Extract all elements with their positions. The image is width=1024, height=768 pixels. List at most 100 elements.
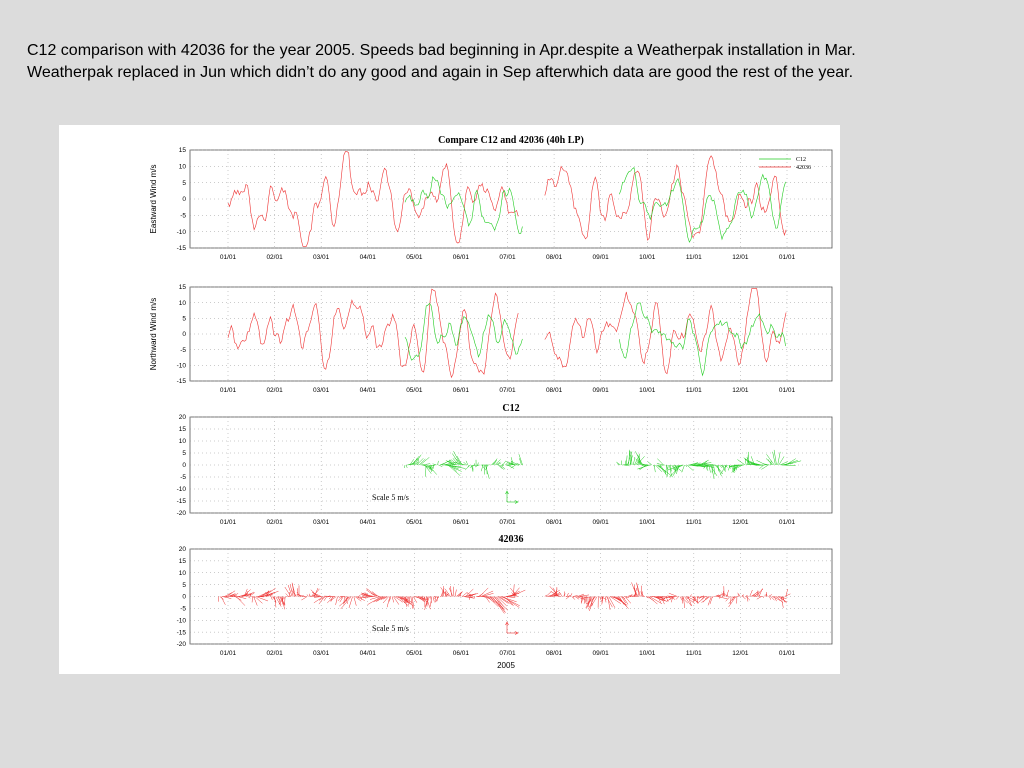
panel-4-ytick-label: 5 [182, 582, 186, 589]
stick-vector [463, 461, 467, 466]
panel-1-ytick-label: 5 [182, 180, 186, 187]
stick-vector [474, 463, 476, 466]
stick-vector [487, 596, 499, 607]
panel-1-ytick-label: 10 [179, 164, 187, 171]
stick-vector [717, 596, 728, 600]
stick-vector [703, 462, 708, 466]
series-c12-line [404, 303, 523, 361]
stick-vector [655, 464, 663, 473]
stick-vector [472, 464, 480, 467]
stick-vector [420, 596, 426, 601]
stick-vector [674, 464, 677, 468]
stick-vector [724, 464, 728, 469]
panel-3-ytick-label: -10 [177, 486, 187, 493]
stick-vector [660, 464, 662, 468]
stick-vector [269, 593, 273, 597]
stick-vector [287, 584, 293, 597]
stick-vector [709, 464, 718, 477]
stick-vector [664, 596, 677, 599]
stick-vector [713, 464, 716, 475]
stick-vector [496, 462, 502, 466]
stick-vector [714, 594, 719, 597]
stick-vector [777, 451, 781, 466]
stick-vector [567, 594, 571, 597]
stick-vector [572, 595, 578, 597]
stick-vector [586, 596, 597, 605]
stick-vector [737, 594, 740, 597]
stick-vector [493, 596, 508, 611]
stick-vector [705, 596, 710, 599]
panel-3-xtick-label: 06/01 [453, 519, 470, 526]
panel-1-ytick-label: -10 [177, 229, 187, 236]
panel-4-xtick-label: 01/01 [220, 650, 237, 657]
stick-vector [732, 464, 743, 471]
stick-vector [728, 596, 737, 608]
series-c12-line [619, 302, 786, 377]
panel-4-xtick-label: 08/01 [546, 650, 563, 657]
stick-vector [544, 594, 547, 597]
scale-label: Scale 5 m/s [372, 624, 409, 633]
stick-vector [743, 457, 752, 466]
stick-vector [518, 454, 523, 466]
stick-vector [412, 457, 418, 466]
stick-vector [403, 596, 407, 604]
stick-vector [492, 458, 498, 466]
stick-vector [777, 596, 787, 603]
series-42036-line [227, 288, 519, 379]
stick-vector [493, 460, 497, 466]
stick-vector [452, 458, 459, 466]
stick-vector [403, 596, 408, 607]
stick-vector [328, 596, 332, 600]
stick-vector [666, 595, 675, 597]
stick-vector [498, 464, 503, 469]
stick-vector [726, 589, 730, 597]
stick-vector [429, 464, 432, 472]
stick-vector [605, 596, 607, 603]
panel-1-xtick-label: 02/01 [266, 254, 283, 261]
stick-vector [444, 591, 450, 597]
stick-vector [222, 596, 232, 599]
stick-vector [679, 596, 683, 601]
stick-vector [712, 596, 714, 598]
stick-vector [769, 596, 771, 600]
panel-2-ytick-label: -15 [177, 378, 187, 385]
panel-4-xtick-label: 01/01 [779, 650, 796, 657]
stick-vector [658, 596, 668, 603]
stick-vector [655, 596, 664, 601]
caption-line-1: C12 comparison with 42036 for the year 2… [27, 42, 856, 59]
stick-vector [237, 596, 247, 599]
stick-vector [502, 461, 506, 466]
caption-line-2: Weatherpak replaced in Jun which didn’t … [27, 64, 854, 81]
stick-vector [681, 596, 684, 604]
stick-vector [697, 596, 706, 604]
stick-vector [721, 592, 726, 597]
stick-vector [606, 596, 613, 608]
stick-vector [599, 596, 603, 603]
stick-vector [744, 458, 747, 466]
stick-vector [425, 596, 430, 606]
stick-vector [458, 591, 463, 597]
stick-vector [785, 589, 788, 597]
stick-vector [773, 449, 777, 466]
stick-vector [577, 593, 585, 597]
stick-vector [434, 596, 440, 603]
stick-vector [629, 450, 632, 466]
stick-vector [657, 458, 664, 466]
stick-vector [629, 594, 633, 597]
stick-vector [516, 462, 521, 466]
stick-vector [337, 596, 343, 602]
stick-vector [581, 596, 584, 603]
panel-2-xtick-label: 01/01 [779, 387, 796, 394]
stick-vector [254, 596, 263, 604]
stick-vector [432, 463, 437, 466]
stick-vector [510, 587, 517, 597]
stick-vector [670, 596, 674, 603]
stick-vector [645, 596, 649, 599]
stick-vector [373, 596, 384, 603]
stick-vector [339, 596, 344, 603]
stick-vector [282, 596, 287, 600]
stick-vector [617, 596, 628, 608]
panel-2-xtick-label: 11/01 [686, 387, 702, 394]
stick-vector [284, 586, 292, 597]
stick-vector [665, 464, 668, 475]
